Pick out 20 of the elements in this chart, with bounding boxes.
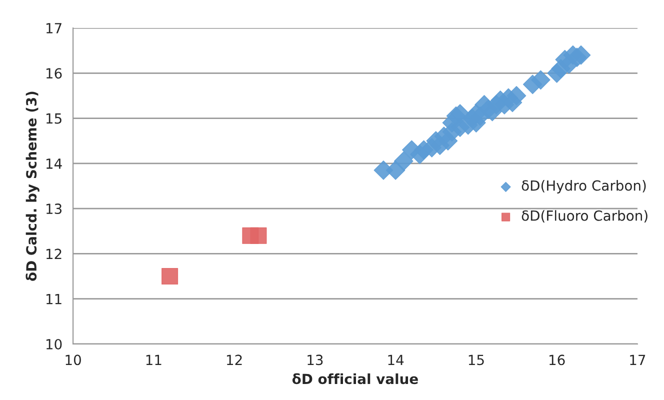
x-tick-label: 12	[226, 354, 242, 365]
y-tick-label: 15	[46, 113, 62, 124]
y-axis-title: δD Calcd. by Scheme (3)	[26, 92, 40, 281]
y-tick-label: 17	[46, 23, 62, 34]
x-axis-title: δD official value	[292, 373, 418, 384]
x-tick-label: 11	[146, 354, 162, 365]
legend-label: δD(Fluoro Carbon)	[522, 210, 648, 223]
y-tick-label: 10	[46, 338, 62, 350]
legend-label: δD(Hydro Carbon)	[522, 180, 646, 194]
x-tick-label: 16	[550, 354, 565, 366]
x-tick-label: 15	[468, 354, 484, 366]
y-tick-label: 16	[46, 68, 62, 79]
x-tick-label: 13	[308, 354, 323, 366]
y-tick-label: 14	[46, 158, 62, 169]
x-tick-label: 10	[66, 354, 81, 366]
y-tick-label: 11	[46, 294, 62, 304]
x-tick-label: 17	[630, 354, 646, 365]
y-tick-label: 12	[46, 248, 62, 259]
x-tick-label: 14	[388, 354, 404, 365]
y-tick-label: 13	[46, 204, 62, 214]
